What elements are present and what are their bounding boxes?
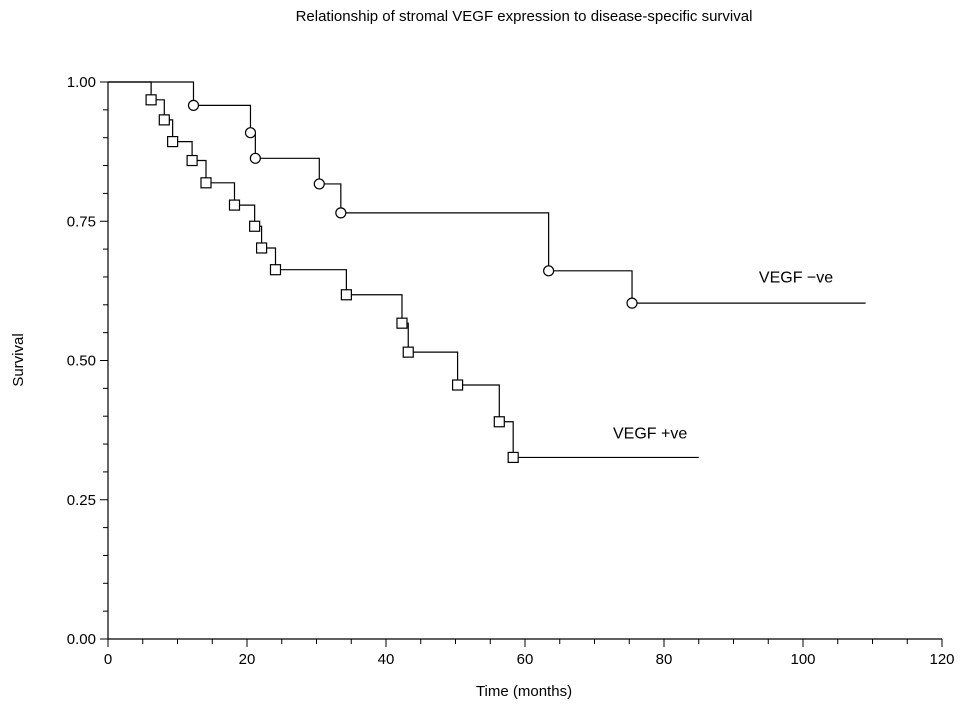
axis-tick-labels: 0 20 40 60 80 100 120 0.00 0.25 0.50 0.75 1.00 — [67, 74, 955, 668]
square-marker — [167, 135, 179, 148]
survival-curve-series-2 — [108, 81, 699, 459]
circle-marker — [249, 152, 261, 164]
circle-marker — [244, 127, 257, 139]
y-tick-label: 0.25 — [67, 492, 96, 509]
circle-marker — [626, 297, 638, 309]
y-tick-label: 0.00 — [67, 631, 96, 648]
y-tick-label: 1.00 — [67, 74, 96, 91]
x-tick-label: 120 — [929, 651, 954, 668]
circle-marker — [313, 178, 325, 190]
square-marker — [186, 154, 198, 167]
series-label: VEGF −ve — [759, 270, 833, 287]
x-tick-label: 0 — [104, 651, 112, 668]
square-marker — [396, 317, 408, 329]
square-marker — [493, 416, 505, 428]
x-axis-label: Time (months) — [476, 683, 572, 700]
series-label: VEGF +ve — [613, 425, 687, 442]
circle-marker — [335, 207, 347, 219]
square-marker — [145, 94, 157, 106]
square-marker — [228, 199, 241, 211]
chart-title: Relationship of stromal VEGF expression … — [296, 8, 753, 25]
event-markers — [145, 82, 638, 464]
series-labels: VEGF −ve VEGF +ve — [613, 270, 833, 443]
y-axis-label: Survival — [10, 333, 27, 386]
axis-ticks — [100, 81, 943, 647]
x-tick-label: 80 — [656, 651, 673, 668]
y-tick-label: 0.75 — [67, 213, 96, 230]
square-marker — [269, 264, 282, 276]
circle-marker — [543, 265, 555, 277]
survival-curve-series-1 — [108, 81, 866, 304]
square-marker — [507, 451, 519, 464]
square-marker — [249, 220, 261, 232]
square-marker — [255, 242, 268, 254]
y-tick-label: 0.50 — [67, 353, 96, 370]
square-marker — [402, 346, 414, 358]
square-marker — [158, 114, 170, 126]
x-tick-label: 100 — [790, 651, 815, 668]
square-marker — [451, 379, 464, 391]
circle-marker — [187, 99, 200, 111]
x-tick-label: 60 — [517, 651, 534, 668]
x-tick-label: 20 — [239, 651, 256, 668]
survival-curves — [108, 81, 866, 459]
x-tick-label: 40 — [378, 651, 395, 668]
square-marker — [200, 177, 212, 189]
square-marker — [340, 289, 352, 301]
